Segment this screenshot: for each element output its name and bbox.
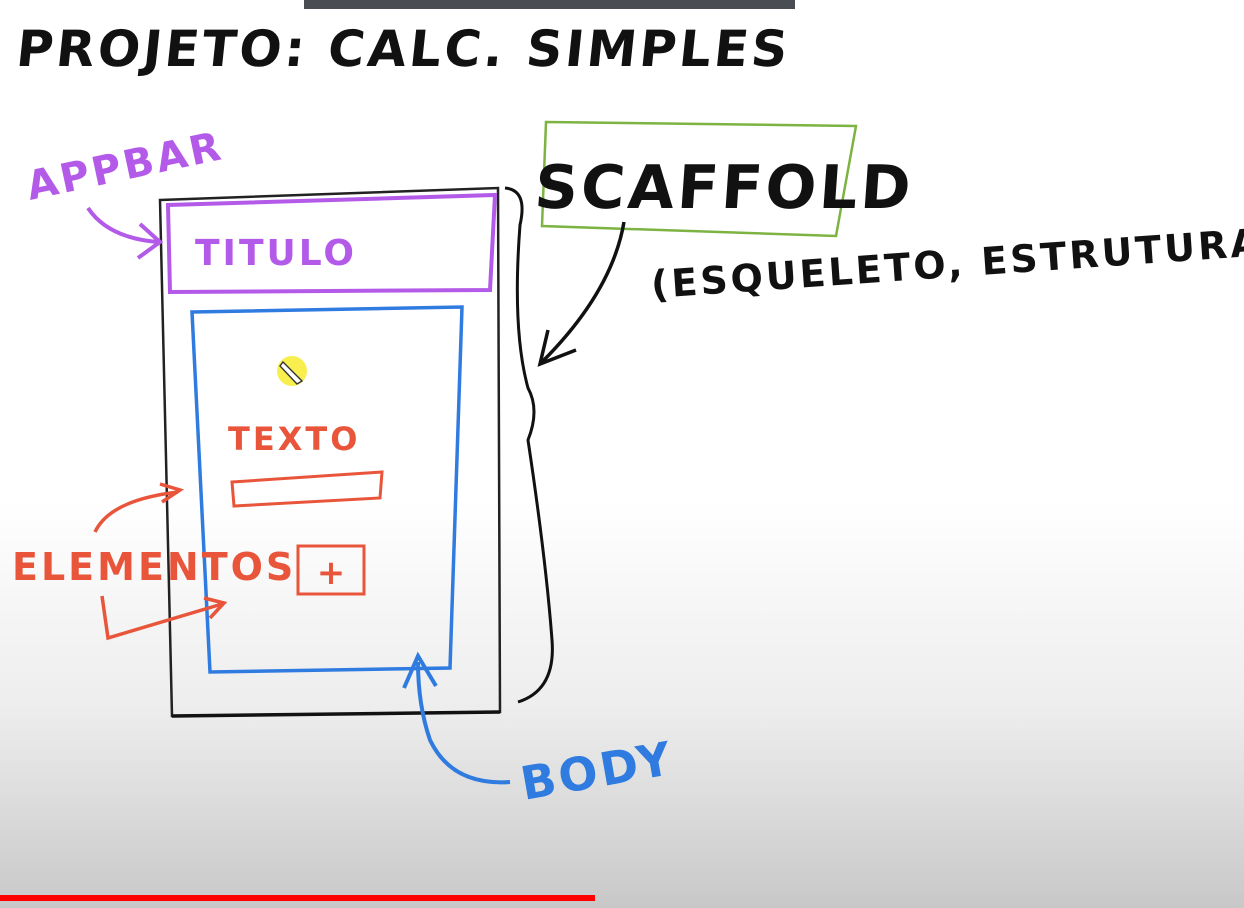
appbar-title-label: TITULO bbox=[195, 233, 357, 274]
appbar-label: APPBAR bbox=[23, 123, 228, 210]
elements-arrow-bottom bbox=[100, 595, 223, 641]
page-title: PROJETO: CALC. SIMPLES bbox=[14, 19, 794, 78]
elements-arrow-bottom-head bbox=[203, 596, 228, 620]
body-label: BODY bbox=[517, 731, 678, 811]
body-arrow bbox=[416, 661, 511, 785]
body-box bbox=[190, 305, 464, 674]
scaffold-label: SCAFFOLD bbox=[532, 153, 916, 223]
elements-label: ELEMENTOS bbox=[12, 545, 296, 589]
scaffold-arrow bbox=[540, 221, 626, 364]
scaffold-arrow-head bbox=[537, 329, 577, 367]
pen-cursor-icon bbox=[279, 360, 304, 385]
appbar-arrow-head bbox=[136, 222, 164, 260]
appbar-arrow bbox=[86, 206, 159, 244]
body-arrow-head bbox=[402, 651, 438, 689]
phone-bottom-edge bbox=[171, 710, 501, 718]
elements-arrow-top bbox=[93, 490, 179, 533]
appbar-box bbox=[165, 192, 498, 295]
video-top-bar bbox=[304, 0, 795, 9]
plus-symbol: + bbox=[317, 553, 346, 593]
text-field-element bbox=[230, 470, 384, 508]
video-progress-fill bbox=[0, 895, 595, 901]
text-element-label: TEXTO bbox=[228, 420, 360, 458]
scaffold-brace bbox=[504, 186, 554, 704]
video-progress-bar[interactable] bbox=[0, 895, 1244, 901]
scaffold-box bbox=[540, 120, 858, 238]
elements-arrow-top-head bbox=[159, 482, 185, 504]
plus-button-element bbox=[296, 544, 366, 596]
